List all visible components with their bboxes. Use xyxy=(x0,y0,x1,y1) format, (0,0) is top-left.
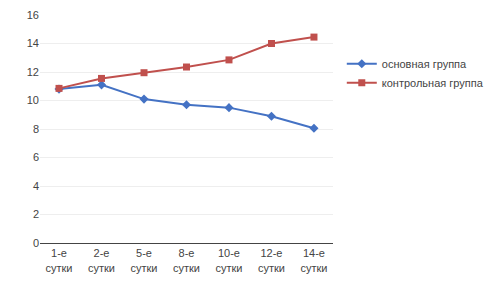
svg-text:10: 10 xyxy=(27,94,39,106)
svg-text:12-есутки: 12-есутки xyxy=(258,247,285,273)
svg-text:4: 4 xyxy=(33,180,39,192)
svg-text:8: 8 xyxy=(33,123,39,135)
svg-text:10-есутки: 10-есутки xyxy=(215,247,242,273)
svg-text:основная группа: основная группа xyxy=(382,58,467,70)
svg-text:2: 2 xyxy=(33,208,39,220)
svg-text:2-есутки: 2-есутки xyxy=(88,247,115,273)
svg-text:5-есутки: 5-есутки xyxy=(131,247,158,273)
svg-text:14: 14 xyxy=(27,37,39,49)
svg-text:12: 12 xyxy=(27,66,39,78)
svg-text:1-есутки: 1-есутки xyxy=(46,247,73,273)
svg-text:8-есутки: 8-есутки xyxy=(173,247,200,273)
svg-text:6: 6 xyxy=(33,151,39,163)
svg-text:0: 0 xyxy=(33,237,39,249)
svg-text:14-есутки: 14-есутки xyxy=(300,247,327,273)
svg-text:контрольная группа: контрольная группа xyxy=(382,77,484,89)
svg-text:16: 16 xyxy=(27,9,39,21)
